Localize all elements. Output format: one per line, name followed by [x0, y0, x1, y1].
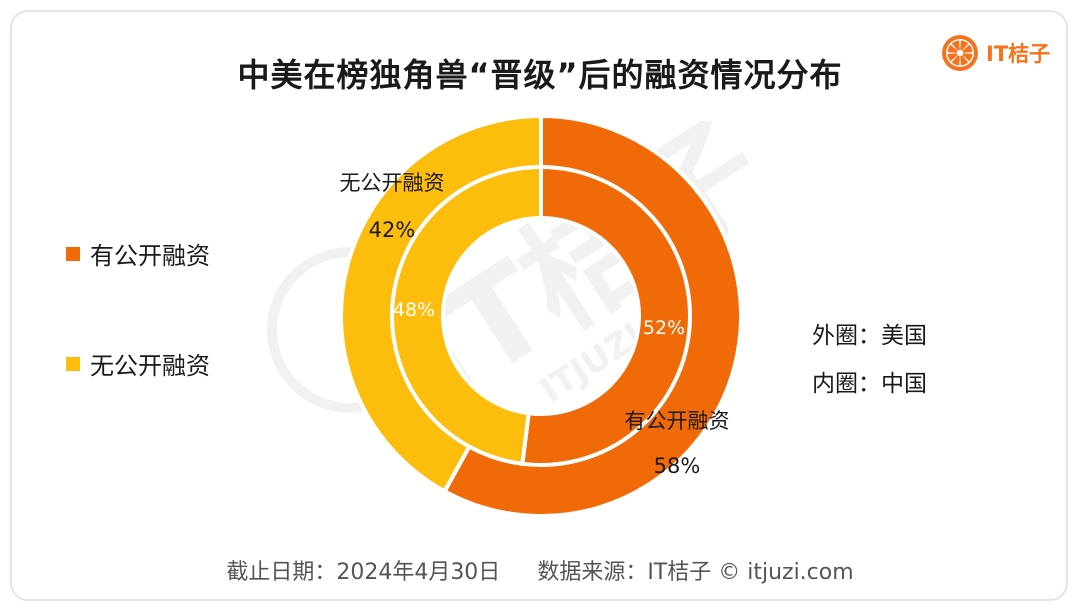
orange-slice-icon [942, 35, 978, 71]
brand-name: IT桔子 [986, 42, 1051, 66]
inner-ring-note: 内圈：中国 [812, 371, 927, 397]
footer-source: 数据来源：IT桔子 © itjuzi.com [537, 560, 854, 585]
brand-logo: IT桔子 [940, 32, 1050, 74]
outer-slice-category-label: 无公开融资 [340, 171, 445, 195]
inner-slice-value-label: 52% [643, 317, 685, 339]
legend-swatch [66, 246, 80, 261]
legend-item-funded: 有公开融资 [66, 236, 210, 271]
chart-title: 中美在榜独角兽“晋级”后的融资情况分布 [237, 56, 843, 94]
legend-label: 有公开融资 [90, 242, 210, 270]
footer: 截止日期：2024年4月30日 数据来源：IT桔子 © itjuzi.com [0, 554, 1080, 586]
legend-swatch [66, 356, 80, 371]
outer-slice-value-label: 42% [369, 218, 416, 242]
legend-item-unfunded: 无公开融资 [66, 346, 210, 381]
outer-slice-category-label: 有公开融资 [625, 409, 730, 433]
inner-ring-slice-1 [390, 164, 543, 467]
inner-ring-slice-0 [520, 164, 692, 467]
outer-slice-value-label: 58% [654, 454, 701, 478]
outer-ring-note: 外圈：美国 [812, 323, 927, 349]
inner-slice-value-label: 48% [393, 299, 435, 321]
legend-label: 无公开融资 [90, 352, 210, 380]
footer-date: 截止日期：2024年4月30日 [226, 560, 501, 585]
